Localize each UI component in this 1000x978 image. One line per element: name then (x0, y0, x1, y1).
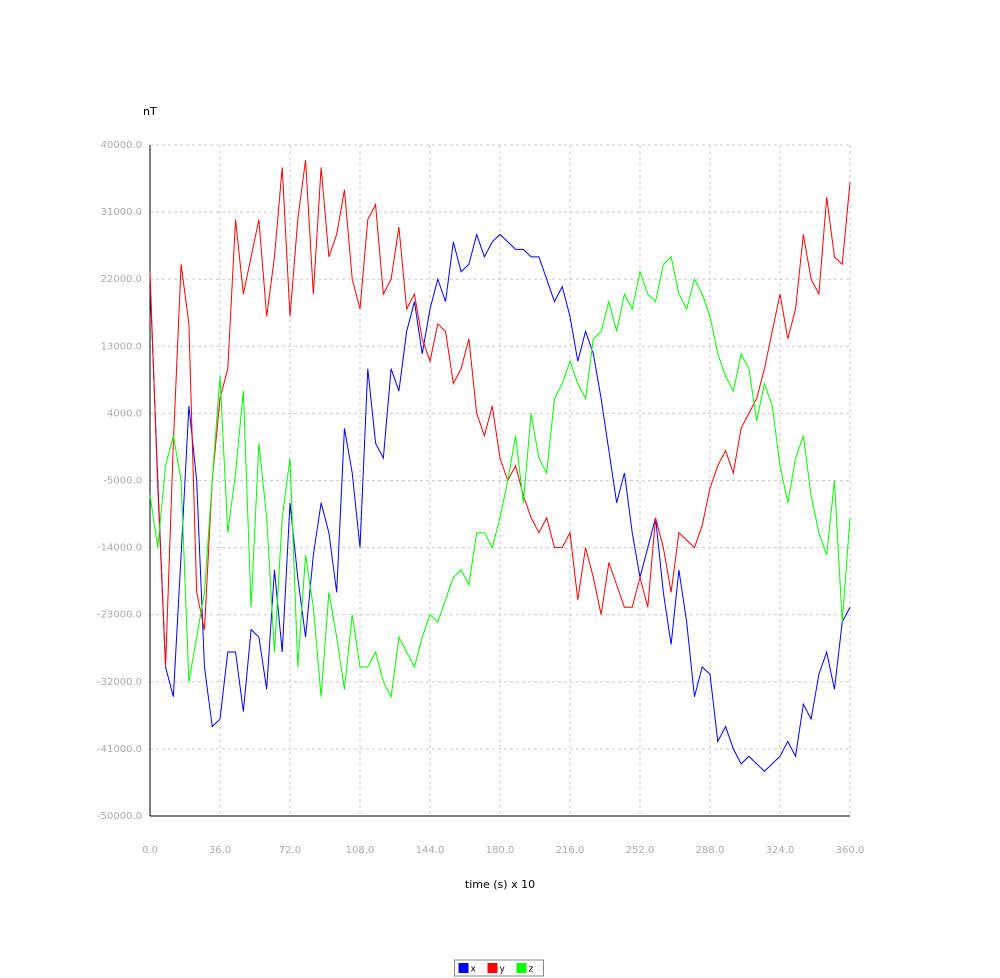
x-tick-label: 108.0 (346, 845, 375, 856)
x-tick-label: 324.0 (766, 845, 795, 856)
y-tick-label: 31000.0 (101, 207, 142, 218)
x-tick-label: 72.0 (279, 845, 301, 856)
legend-swatch (516, 963, 527, 973)
series-line (149, 255, 851, 699)
series-line (149, 159, 851, 667)
x-tick-label: 252.0 (626, 845, 655, 856)
x-tick-label: 360.0 (836, 845, 865, 856)
y-tick-label: 22000.0 (101, 274, 142, 285)
x-tick-label: 0.0 (142, 845, 158, 856)
y-tick-label: -5000.0 (103, 476, 142, 487)
y-tick-label: -41000.0 (97, 744, 142, 755)
legend-swatch (487, 963, 498, 973)
x-tick-label: 180.0 (486, 845, 515, 856)
legend-label: z (529, 965, 534, 975)
legend-label: y (500, 965, 506, 975)
x-tick-label: 144.0 (416, 845, 445, 856)
y-tick-label: 4000.0 (107, 408, 142, 419)
y-tick-label: -50000.0 (97, 811, 142, 822)
y-axis-label: nT (143, 105, 157, 118)
x-tick-label: 36.0 (209, 845, 231, 856)
series-line (149, 232, 851, 772)
y-tick-label: -32000.0 (97, 677, 142, 688)
legend-swatch (458, 963, 469, 973)
y-tick-label: -23000.0 (97, 610, 142, 621)
x-axis-label: time (s) x 10 (465, 878, 535, 891)
x-tick-label: 216.0 (556, 845, 585, 856)
y-tick-label: 40000.0 (101, 140, 142, 151)
legend-label: x (471, 965, 477, 975)
y-tick-label: -14000.0 (97, 543, 142, 554)
y-tick-label: 13000.0 (101, 341, 142, 352)
x-tick-label: 288.0 (696, 845, 725, 856)
